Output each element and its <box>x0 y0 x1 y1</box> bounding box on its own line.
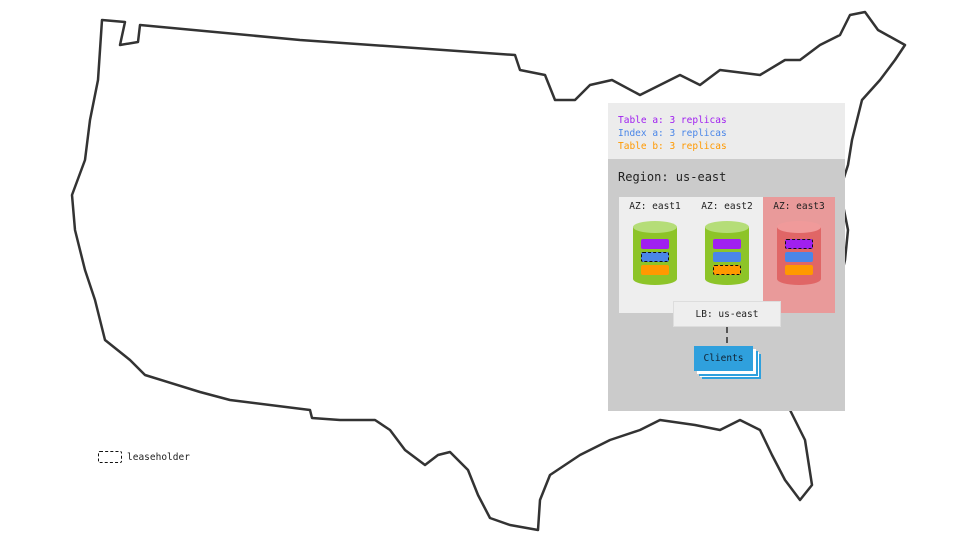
replica-table-a-leaseholder <box>785 239 813 249</box>
clients-box: Clients <box>694 346 753 371</box>
replica-table-b <box>641 265 669 275</box>
database-icon <box>777 221 821 285</box>
region-label: Region: us-east <box>618 170 727 184</box>
replica-legend: Table a: 3 replicas Index a: 3 replicas … <box>608 103 845 159</box>
replica-table-b <box>785 265 813 275</box>
legend-index-a: Index a: 3 replicas <box>618 128 727 139</box>
legend-table-b: Table b: 3 replicas <box>618 141 727 152</box>
replica-index-a <box>785 252 813 262</box>
replica-index-a <box>713 252 741 262</box>
replica-table-b-leaseholder <box>713 265 741 275</box>
dashed-box-icon <box>98 451 122 463</box>
az-east2: AZ: east2 <box>691 197 763 313</box>
region-panel: Table a: 3 replicas Index a: 3 replicas … <box>608 103 845 411</box>
database-icon <box>705 221 749 285</box>
az-label: AZ: east2 <box>701 201 753 212</box>
az-label: AZ: east3 <box>773 201 825 212</box>
az-east1: AZ: east1 <box>619 197 691 313</box>
az-label: AZ: east1 <box>629 201 681 212</box>
az-east3-failed: AZ: east3 <box>763 197 835 313</box>
leaseholder-label: leaseholder <box>127 451 190 463</box>
load-balancer: LB: us-east <box>673 301 781 327</box>
database-icon <box>633 221 677 285</box>
legend-table-a: Table a: 3 replicas <box>618 115 727 126</box>
replica-index-a-leaseholder <box>641 252 669 262</box>
leaseholder-legend: leaseholder <box>98 451 190 463</box>
replica-table-a <box>713 239 741 249</box>
replica-table-a <box>641 239 669 249</box>
